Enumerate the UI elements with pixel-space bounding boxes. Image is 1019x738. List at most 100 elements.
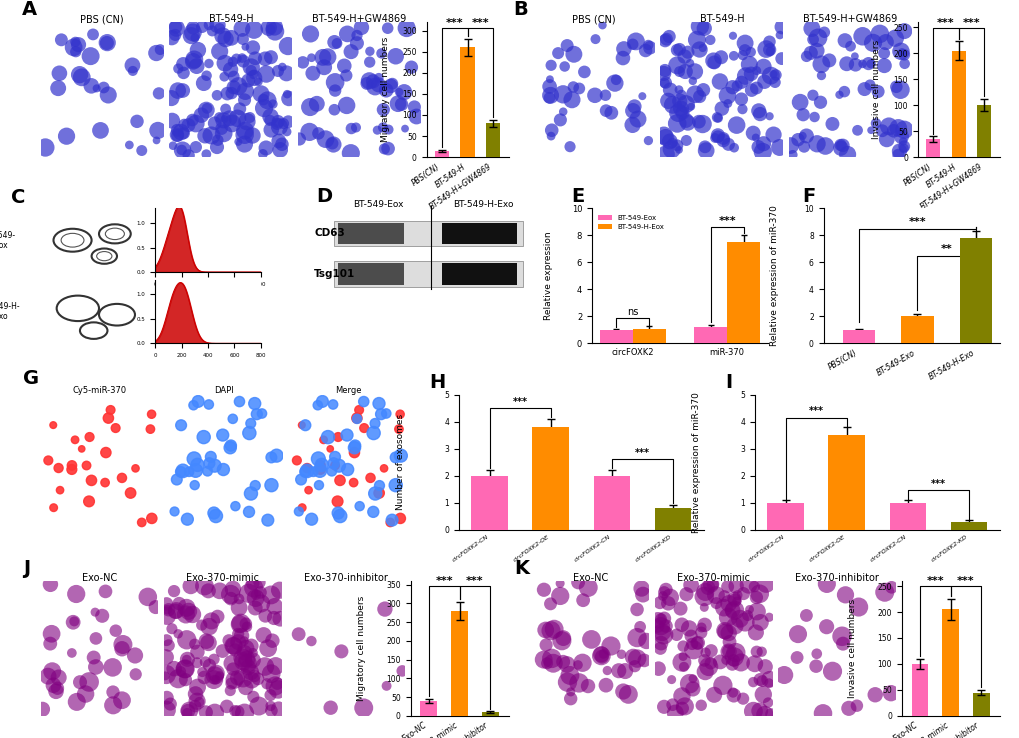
- Point: [275, 117, 291, 129]
- Text: **: **: [940, 244, 952, 255]
- Point: [181, 705, 198, 717]
- Point: [669, 107, 686, 119]
- Point: [201, 660, 217, 672]
- Point: [219, 88, 235, 100]
- Point: [236, 138, 253, 150]
- Point: [270, 65, 286, 77]
- Point: [815, 27, 832, 38]
- Point: [888, 81, 904, 93]
- Point: [586, 89, 602, 101]
- Point: [650, 663, 666, 675]
- Point: [191, 696, 207, 708]
- Point: [234, 672, 251, 683]
- Point: [558, 40, 575, 52]
- Point: [760, 36, 776, 48]
- Point: [587, 33, 603, 45]
- Point: [348, 413, 365, 424]
- Point: [211, 23, 227, 35]
- Point: [324, 137, 340, 149]
- Text: F: F: [802, 187, 815, 206]
- Y-axis label: Relative expression of miR-370: Relative expression of miR-370: [769, 205, 779, 346]
- Point: [317, 134, 333, 145]
- Text: BT-549-Eox: BT-549-Eox: [353, 200, 403, 209]
- Point: [150, 125, 166, 137]
- Point: [554, 656, 571, 668]
- Point: [706, 132, 722, 144]
- Point: [682, 58, 698, 69]
- Point: [707, 597, 723, 609]
- Point: [263, 452, 279, 463]
- Point: [266, 21, 282, 33]
- Point: [270, 135, 286, 147]
- Point: [68, 696, 85, 708]
- Point: [705, 57, 721, 69]
- Point: [718, 581, 735, 593]
- Point: [369, 124, 385, 136]
- Point: [180, 149, 197, 161]
- Point: [562, 686, 579, 698]
- Point: [663, 143, 680, 155]
- Point: [214, 645, 230, 657]
- Point: [649, 620, 665, 632]
- Point: [187, 117, 204, 129]
- Point: [379, 142, 395, 154]
- Point: [882, 582, 899, 593]
- Point: [268, 449, 284, 461]
- Bar: [901, 317, 932, 343]
- Point: [595, 648, 611, 660]
- Point: [190, 681, 206, 693]
- Point: [206, 674, 222, 686]
- Point: [612, 649, 629, 661]
- Point: [625, 105, 641, 117]
- Text: Exo-NC: Exo-NC: [82, 573, 117, 583]
- Point: [230, 636, 247, 648]
- Point: [356, 702, 372, 714]
- Text: ***: ***: [513, 397, 527, 407]
- Point: [159, 604, 175, 615]
- Point: [183, 30, 200, 41]
- Point: [237, 86, 254, 97]
- Point: [81, 676, 97, 688]
- Point: [662, 674, 679, 686]
- Point: [859, 58, 875, 69]
- Text: E: E: [571, 187, 584, 206]
- Point: [124, 65, 141, 77]
- Point: [245, 691, 261, 703]
- Point: [806, 111, 822, 123]
- Point: [273, 138, 289, 150]
- Point: [229, 706, 246, 718]
- Point: [896, 124, 912, 136]
- Point: [224, 583, 240, 595]
- Point: [743, 84, 759, 96]
- Point: [807, 661, 823, 672]
- Point: [549, 47, 566, 59]
- Point: [67, 434, 84, 446]
- Point: [751, 616, 767, 628]
- Point: [235, 55, 252, 67]
- Point: [756, 708, 772, 720]
- Point: [87, 606, 103, 618]
- Point: [875, 47, 892, 59]
- Point: [278, 125, 294, 137]
- Point: [715, 601, 732, 613]
- Point: [263, 589, 279, 601]
- Point: [302, 101, 318, 113]
- Point: [226, 644, 243, 656]
- Point: [707, 589, 723, 601]
- Point: [719, 139, 736, 151]
- Point: [376, 143, 392, 155]
- Point: [751, 674, 767, 686]
- Point: [542, 89, 558, 101]
- Point: [224, 117, 240, 129]
- Point: [197, 130, 213, 142]
- Point: [678, 114, 694, 126]
- Point: [238, 653, 255, 665]
- Point: [148, 47, 164, 59]
- Y-axis label: Migratory cell numbers: Migratory cell numbers: [380, 37, 389, 142]
- Point: [748, 82, 764, 94]
- Point: [561, 669, 578, 681]
- Point: [254, 407, 270, 419]
- Point: [726, 593, 742, 604]
- Point: [208, 510, 224, 522]
- Point: [723, 658, 740, 670]
